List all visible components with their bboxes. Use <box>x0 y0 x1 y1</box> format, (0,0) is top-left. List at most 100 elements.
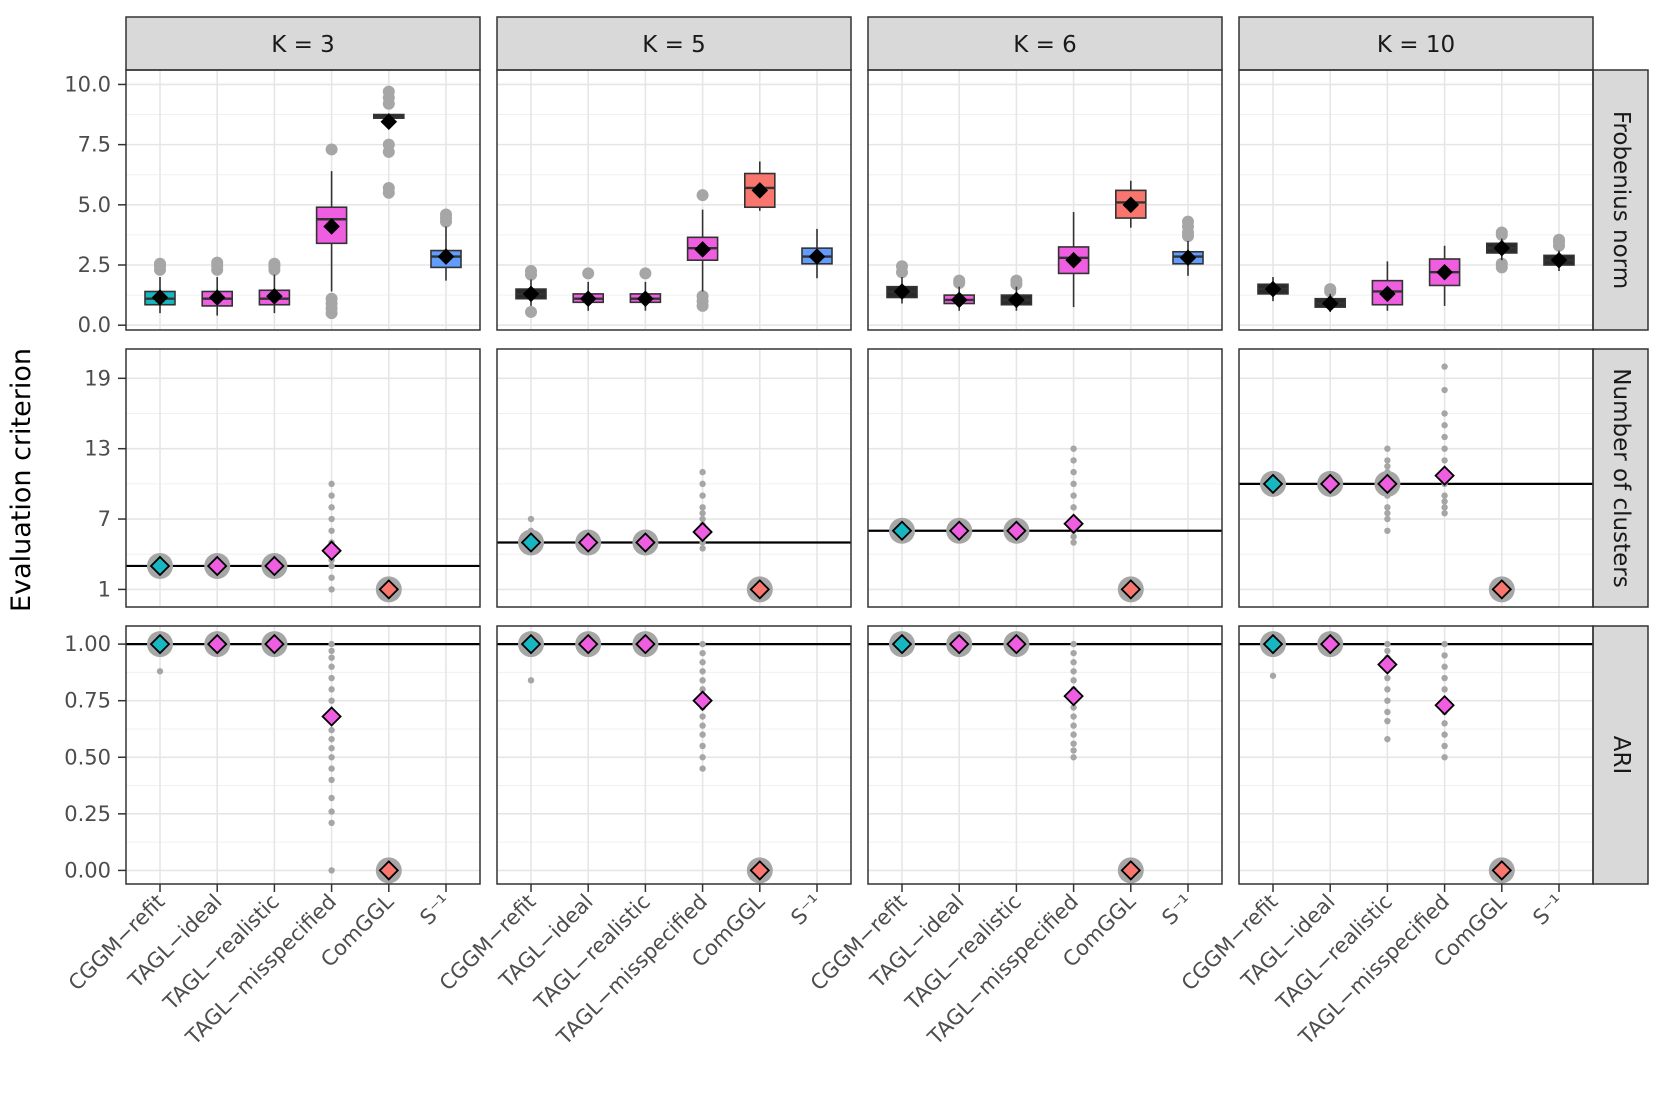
panel-border <box>1238 69 1594 331</box>
outlier-point <box>1324 283 1337 296</box>
observation-point <box>699 659 706 666</box>
mean-marker <box>1319 633 1341 655</box>
mean-marker <box>749 860 771 881</box>
mean-marker <box>149 633 171 655</box>
panel-border <box>125 348 481 608</box>
mean-marker <box>1491 860 1513 881</box>
mean-marker <box>808 248 826 265</box>
observation-point <box>1070 713 1077 720</box>
observation-point <box>699 480 706 488</box>
outlier-point <box>639 267 652 280</box>
y-tick-label: 1.00 <box>64 632 111 656</box>
observation-point <box>328 562 335 570</box>
outlier-point <box>953 274 966 287</box>
column-strip-label: K = 10 <box>1377 32 1455 58</box>
outlier-point <box>1010 274 1023 287</box>
observation-point <box>328 663 335 670</box>
observation-point <box>1441 686 1448 693</box>
mean-marker <box>1063 513 1084 535</box>
observation-point <box>1384 509 1391 517</box>
observation-point <box>1070 747 1077 754</box>
row-strip-label: ARI <box>1608 736 1634 775</box>
mean-marker <box>520 633 542 655</box>
y-tick-label: 1 <box>98 577 111 601</box>
y-axis-title: Evaluation criterion <box>6 348 37 612</box>
column-strip <box>125 16 481 71</box>
observation-point <box>1441 504 1448 511</box>
mean-marker <box>948 633 970 655</box>
observation-point <box>1384 463 1391 470</box>
frame-layer: K = 3 K = 5 K = 6 K = 10 Frobenius norm 0.0 2.… <box>64 16 1649 1050</box>
observation-point <box>1384 735 1391 743</box>
observation-point <box>1384 515 1391 523</box>
mean-marker <box>321 706 342 727</box>
mean-marker <box>579 290 597 307</box>
mean-marker <box>893 283 911 300</box>
mean-marker <box>1436 263 1453 281</box>
outlier-point <box>696 189 709 202</box>
row-strip-label: Number of clusters <box>1608 368 1634 587</box>
outlier-point <box>154 257 166 270</box>
observation-point <box>1441 731 1448 738</box>
observation-point <box>699 492 706 499</box>
mean-marker <box>380 113 398 131</box>
observation-point <box>1384 717 1391 725</box>
mean-marker <box>635 633 656 655</box>
mean-marker <box>321 540 342 561</box>
outlier-point <box>382 85 395 98</box>
row-strip <box>1592 348 1649 608</box>
observation-point <box>328 794 335 802</box>
mean-marker <box>1493 239 1511 257</box>
observation-point <box>328 819 335 827</box>
mean-marker <box>1434 694 1455 716</box>
mean-marker <box>1377 473 1398 495</box>
y-tick-label: 0.50 <box>64 745 111 769</box>
mean-marker <box>266 288 283 305</box>
mean-marker <box>1006 520 1027 542</box>
observation-point <box>1441 509 1448 517</box>
y-tick-label: 0.75 <box>64 689 111 713</box>
mean-marker <box>1319 473 1341 495</box>
column-strip <box>1238 16 1594 71</box>
mean-marker <box>1122 196 1140 214</box>
outlier-point <box>525 305 537 318</box>
observation-point <box>1441 363 1448 370</box>
observation-point <box>699 539 706 546</box>
observation-point <box>1070 649 1077 657</box>
outlier-point <box>440 208 452 221</box>
observation-point <box>699 545 706 552</box>
observation-point <box>1384 674 1391 682</box>
outlier-point <box>211 256 224 269</box>
mean-marker <box>1434 465 1455 486</box>
outlier-point <box>268 257 281 270</box>
mean-marker <box>1065 251 1082 269</box>
y-tick-label: 7.5 <box>78 133 111 157</box>
mean-marker <box>1179 249 1197 267</box>
mean-marker <box>1262 473 1284 495</box>
observation-point <box>328 808 335 815</box>
observation-point <box>328 654 335 661</box>
mean-marker <box>1120 579 1142 600</box>
mean-marker <box>1379 285 1396 303</box>
observation-point <box>1384 457 1391 464</box>
observation-point <box>328 697 335 704</box>
mean-marker <box>437 248 455 265</box>
observation-point <box>1441 492 1448 499</box>
panel-border <box>125 625 481 885</box>
y-tick-label: 0.00 <box>64 858 111 882</box>
observation-point <box>1441 445 1448 452</box>
panel-border <box>867 69 1223 331</box>
outlier-point <box>696 290 709 303</box>
mean-marker <box>1262 633 1284 655</box>
mean-marker <box>751 182 769 199</box>
grid-layer <box>126 70 1593 884</box>
observation-point <box>328 674 335 682</box>
x-tick-label: S⁻¹ <box>415 890 455 930</box>
y-tick-label: 13 <box>84 437 111 461</box>
observation-point <box>1441 386 1448 394</box>
mean-marker <box>948 520 970 542</box>
observation-point <box>699 742 706 750</box>
y-tick-label: 7 <box>98 507 111 531</box>
panel-border <box>1238 625 1594 885</box>
